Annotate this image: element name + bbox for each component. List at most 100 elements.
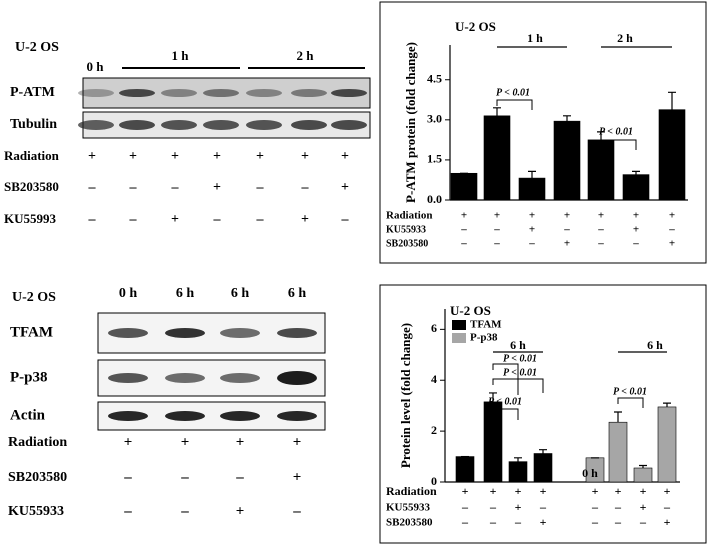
treatment-sign: – <box>489 500 497 514</box>
treatment-sign: – <box>123 503 132 519</box>
y-axis-label: Protein level (fold change) <box>398 323 413 468</box>
bar <box>450 172 478 201</box>
bar <box>657 406 677 483</box>
y-axis-label: P-ATM protein (fold change) <box>403 42 418 203</box>
treatment-sign: + <box>213 149 221 164</box>
treatment-sign: – <box>88 212 97 227</box>
treatment-sign: + <box>462 484 469 498</box>
band <box>291 89 327 97</box>
treatment-sign: + <box>615 484 622 498</box>
treatment-sign: – <box>460 238 467 250</box>
treatment-sign: – <box>341 212 350 227</box>
treatment-sign: + <box>461 210 467 222</box>
treatment-sign: + <box>293 434 302 450</box>
band <box>165 328 205 338</box>
treatment-sign: – <box>528 238 535 250</box>
annotation: 2 h <box>617 31 633 45</box>
band <box>220 373 260 383</box>
treatment-sign: – <box>301 180 310 195</box>
time-label: 6 h <box>176 286 195 301</box>
treatment-sign: + <box>598 210 604 222</box>
band-label: TFAM <box>10 324 53 340</box>
treatment-sign: – <box>129 212 138 227</box>
treatment-sign: – <box>614 500 622 514</box>
treatment-sign: + <box>669 238 675 250</box>
band <box>78 120 114 130</box>
band <box>161 120 197 130</box>
band <box>161 89 197 97</box>
time-label: 1 h <box>172 48 190 63</box>
error-bar <box>597 131 605 140</box>
cell-line: U-2 OS <box>12 290 56 305</box>
treatment-sign: – <box>632 238 639 250</box>
chart-frame <box>379 284 707 544</box>
y-tick-label: 4.5 <box>427 71 442 85</box>
band <box>119 89 155 97</box>
treatment-sign: – <box>123 469 132 485</box>
band <box>119 120 155 130</box>
treatment-sign: + <box>341 180 349 195</box>
band <box>78 89 114 97</box>
treatment-sign: – <box>597 224 604 236</box>
band <box>246 120 282 130</box>
treatment-sign: + <box>236 503 245 519</box>
treatment-sign: – <box>256 180 265 195</box>
annotation: 6 h <box>510 338 526 352</box>
legend-swatch <box>452 333 466 343</box>
error-bar <box>539 449 547 454</box>
legend-swatch <box>452 320 466 330</box>
treatment-sign: + <box>540 515 547 529</box>
treatment-sign: – <box>256 212 265 227</box>
treatment-label: SB203580 <box>386 238 428 249</box>
bracket <box>600 139 637 150</box>
treatment-sign: + <box>171 149 179 164</box>
treatment-sign: + <box>213 180 221 195</box>
bar <box>518 177 546 201</box>
treatment-label: Radiation <box>4 148 60 163</box>
treatment-sign: + <box>633 224 639 236</box>
annotation: P < 0.01 <box>503 353 537 364</box>
band-label: P-ATM <box>10 85 55 100</box>
treatment-label: KU55993 <box>4 211 57 226</box>
treatment-sign: + <box>664 515 671 529</box>
treatment-sign: + <box>341 149 349 164</box>
treatment-sign: – <box>668 224 675 236</box>
treatment-sign: – <box>461 500 469 514</box>
treatment-sign: – <box>292 503 301 519</box>
treatment-sign: + <box>529 224 535 236</box>
legend-label: P-p38 <box>470 332 498 344</box>
band <box>203 120 239 130</box>
annotation: 6 h <box>647 338 663 352</box>
time-label: 0 h <box>119 286 138 301</box>
y-tick-label: 2 <box>431 423 437 437</box>
treatment-sign: – <box>88 180 97 195</box>
annotation: P < 0.01 <box>613 386 647 397</box>
treatment-sign: + <box>494 210 500 222</box>
treatment-sign: – <box>539 500 547 514</box>
treatment-sign: – <box>663 500 671 514</box>
band <box>220 411 260 421</box>
error-bar <box>668 91 676 110</box>
error-bar <box>489 392 497 402</box>
treatment-sign: – <box>563 224 570 236</box>
treatment-label: KU55933 <box>386 502 431 514</box>
bar <box>658 109 686 201</box>
annotation: U-2 OS <box>455 19 496 34</box>
band <box>277 328 317 338</box>
treatment-label: SB203580 <box>4 179 59 194</box>
treatment-sign: + <box>633 210 639 222</box>
error-bar <box>632 170 640 175</box>
annotation: P < 0.01 <box>488 396 522 407</box>
band <box>277 411 317 421</box>
band <box>108 328 148 338</box>
treatment-sign: – <box>514 515 522 529</box>
chart-frame <box>379 1 707 264</box>
treatment-sign: + <box>181 434 190 450</box>
treatment-sign: + <box>88 149 96 164</box>
treatment-sign: + <box>490 484 497 498</box>
band <box>203 89 239 97</box>
treatment-sign: + <box>529 210 535 222</box>
band <box>291 120 327 130</box>
treatment-sign: – <box>460 224 467 236</box>
bracket <box>492 378 544 393</box>
